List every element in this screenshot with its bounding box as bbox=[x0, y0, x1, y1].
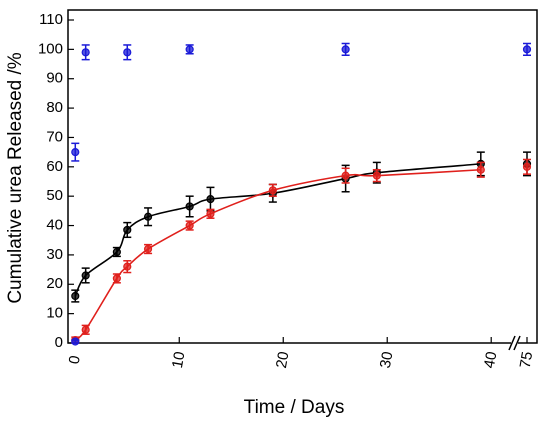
data-point bbox=[476, 165, 485, 174]
data-point bbox=[112, 274, 121, 283]
y-axis-title: Cumulative urea Released /% bbox=[5, 52, 26, 303]
fit-line bbox=[74, 168, 481, 341]
y-tick-label: 30 bbox=[46, 246, 63, 263]
y-tick-label: 0 bbox=[55, 334, 63, 351]
data-point bbox=[206, 195, 215, 204]
data-point bbox=[81, 325, 90, 334]
data-point bbox=[185, 221, 194, 230]
data-point bbox=[522, 45, 532, 54]
x-tick-label: 10 bbox=[169, 350, 189, 369]
y-tick-label: 10 bbox=[46, 305, 63, 322]
axis-break-mark bbox=[513, 335, 521, 351]
y-tick-label: 40 bbox=[46, 217, 63, 234]
data-point bbox=[143, 244, 153, 254]
data-point bbox=[123, 262, 132, 271]
data-point bbox=[71, 148, 80, 157]
y-tick-label: 110 bbox=[39, 11, 63, 28]
data-point bbox=[185, 45, 194, 54]
y-tick-label: 70 bbox=[46, 128, 63, 145]
axis-break-mark bbox=[508, 335, 516, 351]
data-point bbox=[341, 45, 350, 54]
y-tick-label: 20 bbox=[46, 275, 63, 292]
data-point bbox=[112, 247, 121, 257]
axis-break-gap bbox=[511, 335, 518, 351]
plot-frame bbox=[67, 9, 538, 344]
x-axis-title: Time / Days bbox=[244, 397, 345, 418]
y-tick-label: 60 bbox=[46, 158, 63, 175]
data-point bbox=[372, 171, 381, 180]
data-point bbox=[268, 186, 277, 195]
data-point bbox=[81, 271, 90, 280]
data-point bbox=[341, 171, 350, 180]
y-tick-label: 50 bbox=[46, 187, 63, 204]
y-tick-label: 90 bbox=[46, 70, 63, 87]
x-tick-label: 40 bbox=[481, 350, 501, 369]
data-point bbox=[206, 209, 215, 218]
fit-line bbox=[74, 163, 481, 297]
x-tick-label: 0 bbox=[66, 354, 84, 365]
data-point bbox=[143, 212, 153, 221]
data-point bbox=[71, 291, 80, 301]
data-point bbox=[123, 48, 132, 57]
data-point bbox=[123, 225, 132, 235]
data-point bbox=[185, 202, 194, 211]
data-point bbox=[81, 48, 90, 57]
data-point bbox=[71, 337, 80, 346]
x-tick-label: 75 bbox=[517, 350, 537, 369]
data-point bbox=[522, 162, 532, 171]
x-tick-label: 20 bbox=[273, 350, 293, 369]
x-tick-label: 30 bbox=[377, 350, 397, 369]
y-tick-label: 80 bbox=[46, 99, 63, 116]
y-tick-label: 100 bbox=[38, 40, 63, 57]
